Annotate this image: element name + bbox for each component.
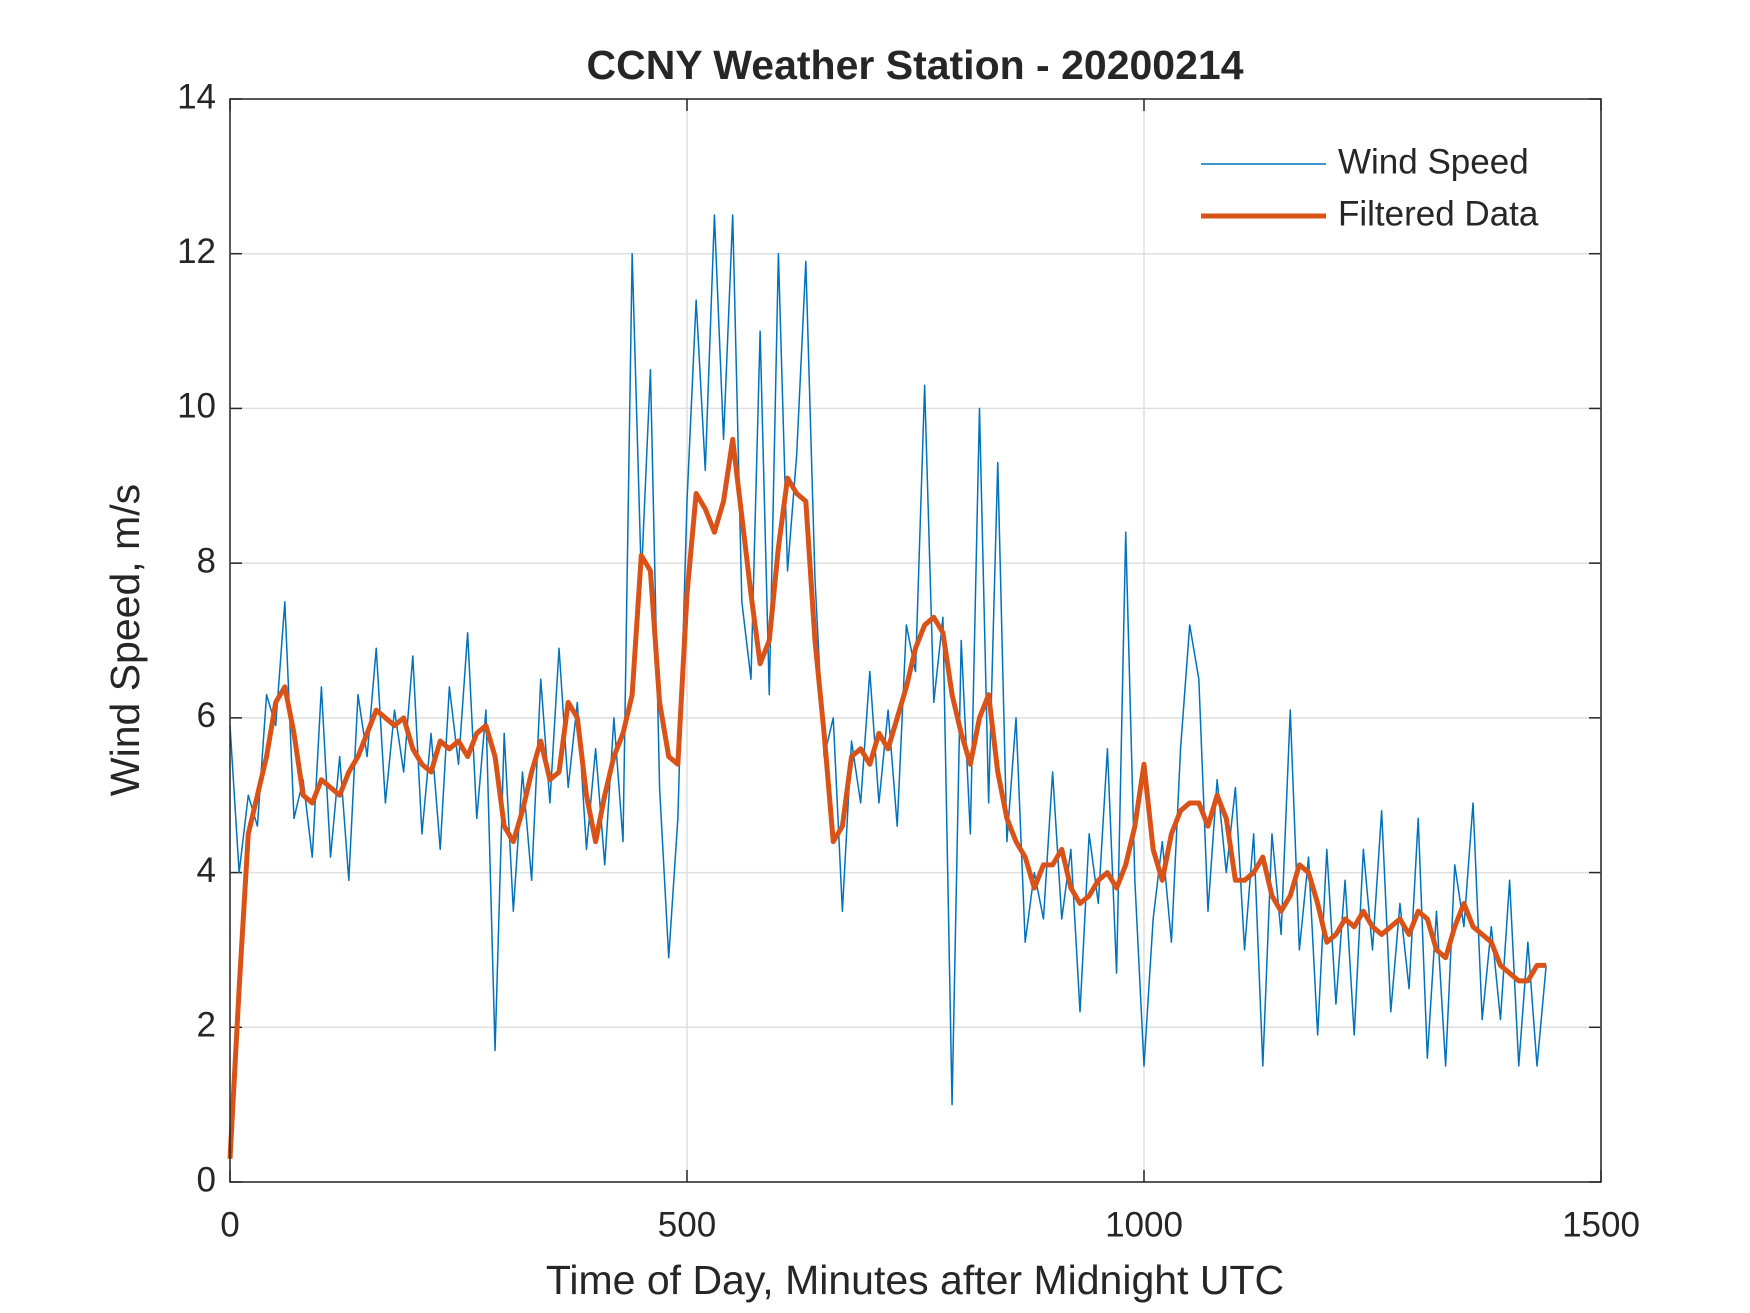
y-tick-label: 4 [197,851,216,890]
y-tick-label: 2 [197,1006,216,1045]
y-axis-label: Wind Speed, m/s [102,484,148,796]
legend-label: Wind Speed [1338,142,1529,181]
x-tick-label: 1000 [1105,1205,1183,1244]
y-tick-label: 14 [177,77,216,116]
chart-title: CCNY Weather Station - 20200214 [586,42,1243,88]
y-tick-label: 10 [177,387,216,426]
x-axis-label: Time of Day, Minutes after Midnight UTC [546,1257,1284,1303]
y-tick-label: 0 [197,1160,216,1199]
data-line [229,214,1547,1106]
y-tick-label: 6 [197,696,216,735]
y-tick-label: 8 [197,541,216,580]
legend-label: Filtered Data [1338,194,1539,233]
x-tick-label: 1500 [1562,1205,1640,1244]
x-tick-label: 500 [658,1205,716,1244]
y-tick-label: 12 [177,232,216,271]
x-tick-label: 0 [220,1205,239,1244]
data-line [227,436,1547,1159]
axes-box [229,98,1602,1183]
